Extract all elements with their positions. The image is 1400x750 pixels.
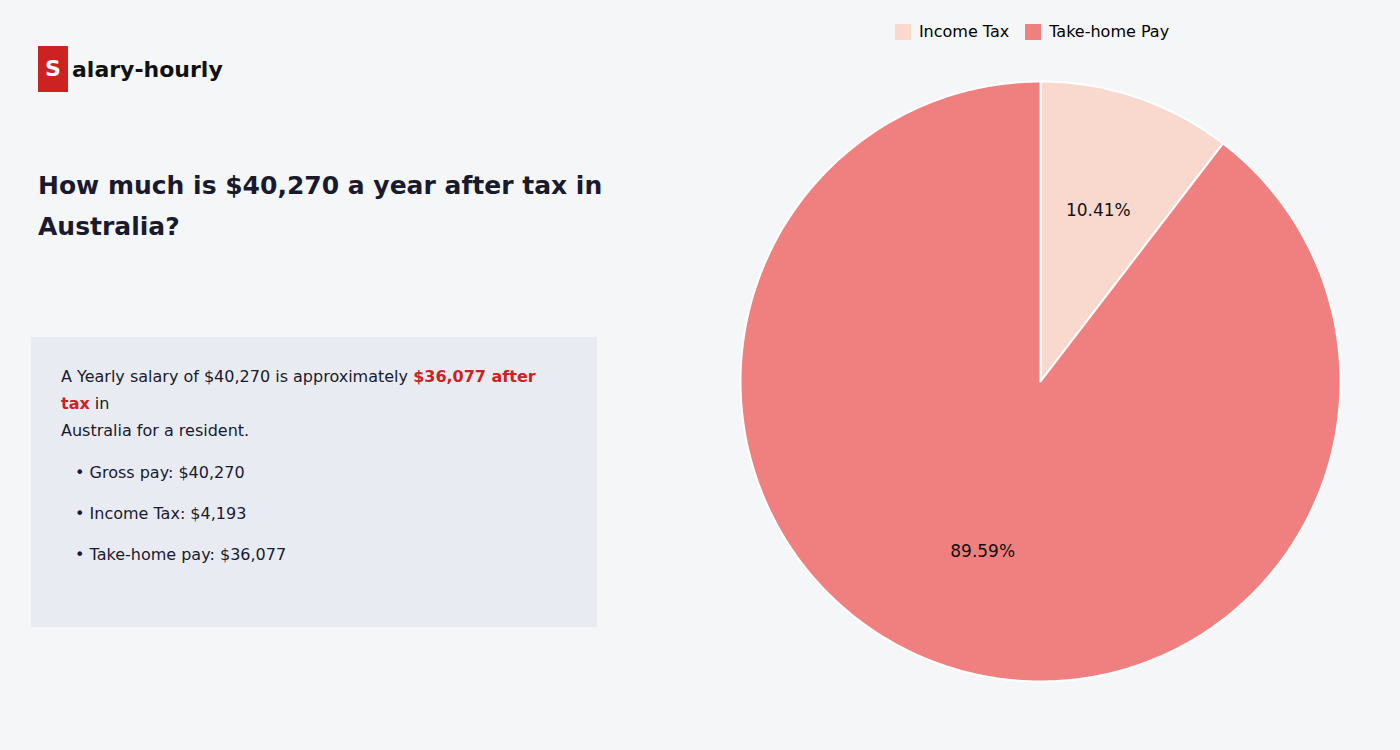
- svg-text:10.41%: 10.41%: [1066, 200, 1131, 220]
- html-text:Take-home Pay: Take-home Pay: [1049, 22, 1170, 41]
- html-text:A Yearly salary of $40,270 is: A Yearly salary of $40,270 is approximat…: [61, 367, 536, 414]
- html-text:Income Tax: Income Tax: [918, 22, 1010, 41]
- svg-text:89.59%: 89.59%: [950, 541, 1015, 561]
- html-text:Australia for a resident.: Australia for a resident.: [61, 421, 250, 441]
- html-text:S: S: [45, 56, 61, 81]
- html-text:• Take-home pay: $36,077: • Take-home pay: $36,077: [75, 544, 287, 564]
- html-text:How much is $40,270 a year aft: How much is $40,270 a year after tax in: [38, 171, 603, 200]
- html-text:• Gross pay: $40,270: • Gross pay: $40,270: [75, 462, 245, 482]
- html-text:alary-hourly: alary-hourly: [72, 56, 223, 82]
- html-text:• Income Tax: $4,193: • Income Tax: $4,193: [75, 503, 247, 523]
- html-text:Australia?: Australia?: [38, 212, 180, 242]
